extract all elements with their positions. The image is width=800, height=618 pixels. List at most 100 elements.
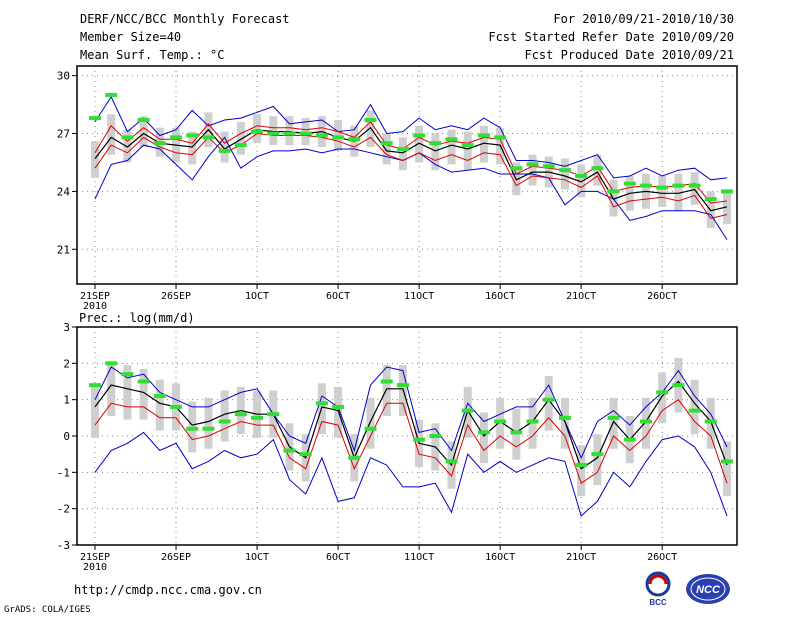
- spread-box: [593, 434, 602, 486]
- x-tick-label: 26SEP: [161, 552, 191, 563]
- panel-title: Prec.: log(mm/d): [79, 311, 195, 325]
- series-line-mean: [94, 380, 728, 470]
- obs-marker: [461, 408, 474, 413]
- obs-marker: [121, 135, 134, 140]
- obs-marker: [315, 401, 328, 406]
- y-tick-label: 21: [57, 243, 70, 256]
- spread-box: [674, 174, 683, 211]
- chart-title: DERF/NCC/BCC Monthly Forecast: [80, 12, 290, 26]
- obs-marker: [688, 408, 701, 413]
- x-tick-label: 26SEP: [161, 291, 191, 302]
- obs-marker: [704, 197, 717, 202]
- obs-marker: [299, 452, 312, 457]
- footer-url[interactable]: http://cmdp.ncc.cma.gov.cn: [74, 583, 262, 597]
- obs-marker: [105, 361, 118, 366]
- obs-marker: [639, 419, 652, 424]
- obs-marker: [396, 383, 409, 388]
- obs-marker: [494, 419, 507, 424]
- obs-marker: [672, 383, 685, 388]
- forecast-produced-date: Fcst Produced Date 2010/09/21: [524, 48, 734, 62]
- x-tick-label: 6OCT: [326, 291, 350, 302]
- ncc-logo-text: NCC: [696, 584, 721, 596]
- spread-box: [253, 114, 262, 144]
- series-line-min: [94, 95, 728, 181]
- spread-box: [285, 116, 294, 146]
- bcc-logo: BCC: [645, 571, 671, 607]
- obs-marker: [267, 412, 280, 417]
- obs-marker: [153, 394, 166, 399]
- obs-marker: [186, 426, 199, 431]
- variable-label: Mean Surf. Temp.: °C: [80, 48, 225, 62]
- obs-marker: [477, 430, 490, 435]
- y-tick-label: 24: [57, 185, 71, 198]
- spread-box: [155, 379, 164, 431]
- obs-marker: [429, 434, 442, 438]
- obs-marker: [251, 129, 264, 134]
- spread-box: [334, 386, 343, 438]
- ncc-logo: NCC: [686, 574, 730, 604]
- plot-frame: [76, 65, 738, 285]
- spread-box: [690, 172, 699, 205]
- x-tick-label: 16OCT: [485, 552, 515, 563]
- obs-marker: [332, 404, 345, 409]
- spread-box: [139, 368, 148, 420]
- x-tick-label: 21OCT: [566, 291, 596, 302]
- member-size: Member Size=40: [80, 30, 182, 44]
- spread-box: [382, 365, 391, 417]
- obs-marker: [445, 137, 458, 142]
- y-tick-label: -3: [57, 539, 70, 552]
- series-line-p90: [94, 121, 728, 204]
- obs-marker: [591, 166, 604, 171]
- obs-marker: [607, 189, 620, 194]
- spread-box: [91, 141, 99, 178]
- spread-box: [463, 131, 472, 171]
- obs-marker: [461, 143, 474, 148]
- y-tick-label: 30: [57, 70, 70, 83]
- x-year-label: 2010: [83, 562, 107, 573]
- spread-box: [188, 131, 197, 165]
- spread-box: [204, 397, 213, 449]
- spread-box: [236, 121, 245, 155]
- obs-marker: [656, 185, 669, 190]
- series-line-max: [94, 366, 728, 460]
- series-line-min: [94, 431, 728, 517]
- obs-marker: [639, 183, 652, 188]
- x-tick-label: 26OCT: [647, 291, 677, 302]
- obs-marker: [721, 459, 733, 464]
- obs-marker: [542, 397, 555, 402]
- spread-box: [544, 376, 553, 431]
- spread-box: [447, 129, 456, 165]
- obs-marker: [704, 419, 717, 424]
- obs-marker: [283, 131, 296, 136]
- spread-box: [107, 361, 116, 417]
- spread-box: [91, 383, 99, 438]
- spread-box: [107, 114, 116, 155]
- obs-marker: [526, 419, 539, 424]
- spread-box: [479, 412, 488, 464]
- spread-box: [398, 137, 407, 171]
- x-tick-label: 1OCT: [245, 552, 269, 563]
- obs-marker: [721, 189, 733, 194]
- obs-marker: [267, 131, 280, 136]
- spread-box: [366, 397, 375, 449]
- series-line-mean: [94, 126, 728, 212]
- y-tick-label: 0: [63, 430, 70, 443]
- obs-marker: [105, 92, 118, 97]
- x-tick-label: 26OCT: [647, 552, 677, 563]
- obs-marker: [413, 133, 426, 138]
- spread-box: [658, 372, 667, 424]
- spread-box: [723, 441, 731, 496]
- obs-marker: [575, 463, 588, 468]
- obs-marker: [364, 118, 377, 123]
- obs-marker: [396, 146, 409, 151]
- obs-marker: [575, 173, 588, 178]
- obs-marker: [656, 390, 669, 395]
- spread-box: [220, 131, 229, 163]
- obs-marker: [364, 426, 377, 431]
- y-tick-label: -1: [57, 466, 70, 479]
- obs-marker: [413, 437, 426, 442]
- obs-marker: [218, 148, 231, 153]
- obs-marker: [380, 141, 393, 146]
- obs-marker: [137, 379, 150, 384]
